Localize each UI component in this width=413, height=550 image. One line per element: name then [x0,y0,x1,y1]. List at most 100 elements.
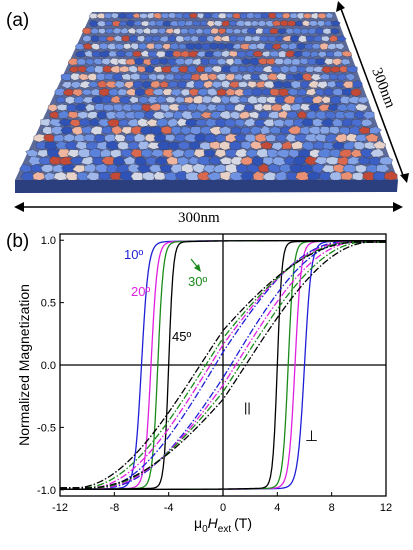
grain-cell [214,104,228,112]
grain-cell [237,65,248,73]
slab-front-edge [15,180,398,193]
grain-cell [141,81,152,89]
grain-cell [224,118,238,128]
grain-cell [103,12,114,19]
grain-cell [240,43,251,50]
grain-cell [60,126,74,135]
grain-cell [38,156,52,165]
grain-cell [346,65,358,73]
grain-cell [233,58,244,65]
grain-cell [199,19,209,27]
grain-cell [56,103,69,112]
grain-cell [107,43,117,50]
grain-cell [320,118,334,128]
loop-branch-parallel-4-ascending [60,241,386,489]
grain-cell [322,87,336,96]
grain-cell [251,156,265,167]
grain-cell [152,12,163,20]
grain-cell [153,43,164,50]
grain-cell [353,110,366,120]
grain-cell [165,134,178,142]
grain-cell [180,163,195,174]
grain-cell [283,119,295,128]
grain-cell [83,50,94,58]
grain-cell [317,148,333,158]
grain-cell [121,103,134,112]
grain-cell [249,126,262,136]
grain-cell [347,96,361,104]
grain-cell [162,110,175,119]
grain-cell [297,88,308,96]
grain-cell [165,96,177,104]
grain-cell [176,19,187,27]
grain-cell [61,81,73,89]
grain-cell [233,103,246,112]
grain-cell [253,65,266,73]
grain-cell [90,27,99,34]
grain-cell [55,95,66,104]
grain-cell [181,12,191,20]
grain-cell [341,118,353,127]
grain-cell [210,95,222,104]
grain-cell [211,65,223,73]
grain-cell [77,148,92,158]
grain-cell [170,88,183,97]
grain-cell [250,20,260,27]
grain-cell [175,35,186,43]
grain-cell [234,133,248,142]
grain-cell [335,42,345,50]
grain-cell [124,134,137,143]
grain-cell [164,73,176,81]
grain-cell [144,133,156,143]
grain-cell [119,65,131,73]
grain-cell [199,111,213,119]
grain-cell [252,50,264,58]
grain-cell [316,80,329,89]
grain-cell [359,148,375,159]
grain-cell [149,103,162,112]
x-axis-label: μ0Hext (T) [194,515,252,535]
grain-cell [50,125,64,135]
grain-cell [125,19,135,27]
grain-cell [318,103,330,112]
angle-30-arrow [190,258,201,272]
grain-cell [118,20,128,27]
grain-cell [209,126,224,136]
x-label-h: H [208,515,219,531]
y-tick-label: -1.0 [37,485,56,497]
depth-arrow [336,1,409,183]
grain-cell [329,95,343,105]
grain-cell [346,103,358,112]
grain-cell [271,20,282,27]
grain-cell [220,80,231,89]
grain-cell [79,118,91,127]
grain-cell [203,12,212,19]
grain-cell [185,171,201,182]
grain-cell [101,95,114,104]
grain-cell [225,73,236,81]
grain-cell [207,156,222,165]
grain-cell [172,28,182,35]
grain-cell [146,141,162,150]
grain-cell [277,28,287,35]
grain-cell [209,111,222,120]
x-tick-label: 4 [274,502,280,514]
grain-cell [76,58,87,66]
grain-cell [228,50,239,58]
grain-cell [197,35,208,43]
grain-cells [19,12,398,182]
parallel-symbol: || [244,400,251,415]
grain-cell [114,43,125,51]
grain-cell [292,72,305,81]
grain-cell [75,103,88,111]
grain-cell [353,141,366,151]
grain-cell [330,20,341,27]
grain-cell [115,50,126,58]
grain-cell [330,28,340,35]
grain-cell [165,27,175,35]
grain-cell [109,65,122,74]
grain-cell [352,80,363,89]
grain-cell [232,28,242,35]
grain-cell [105,81,118,89]
grain-cell [75,50,87,58]
